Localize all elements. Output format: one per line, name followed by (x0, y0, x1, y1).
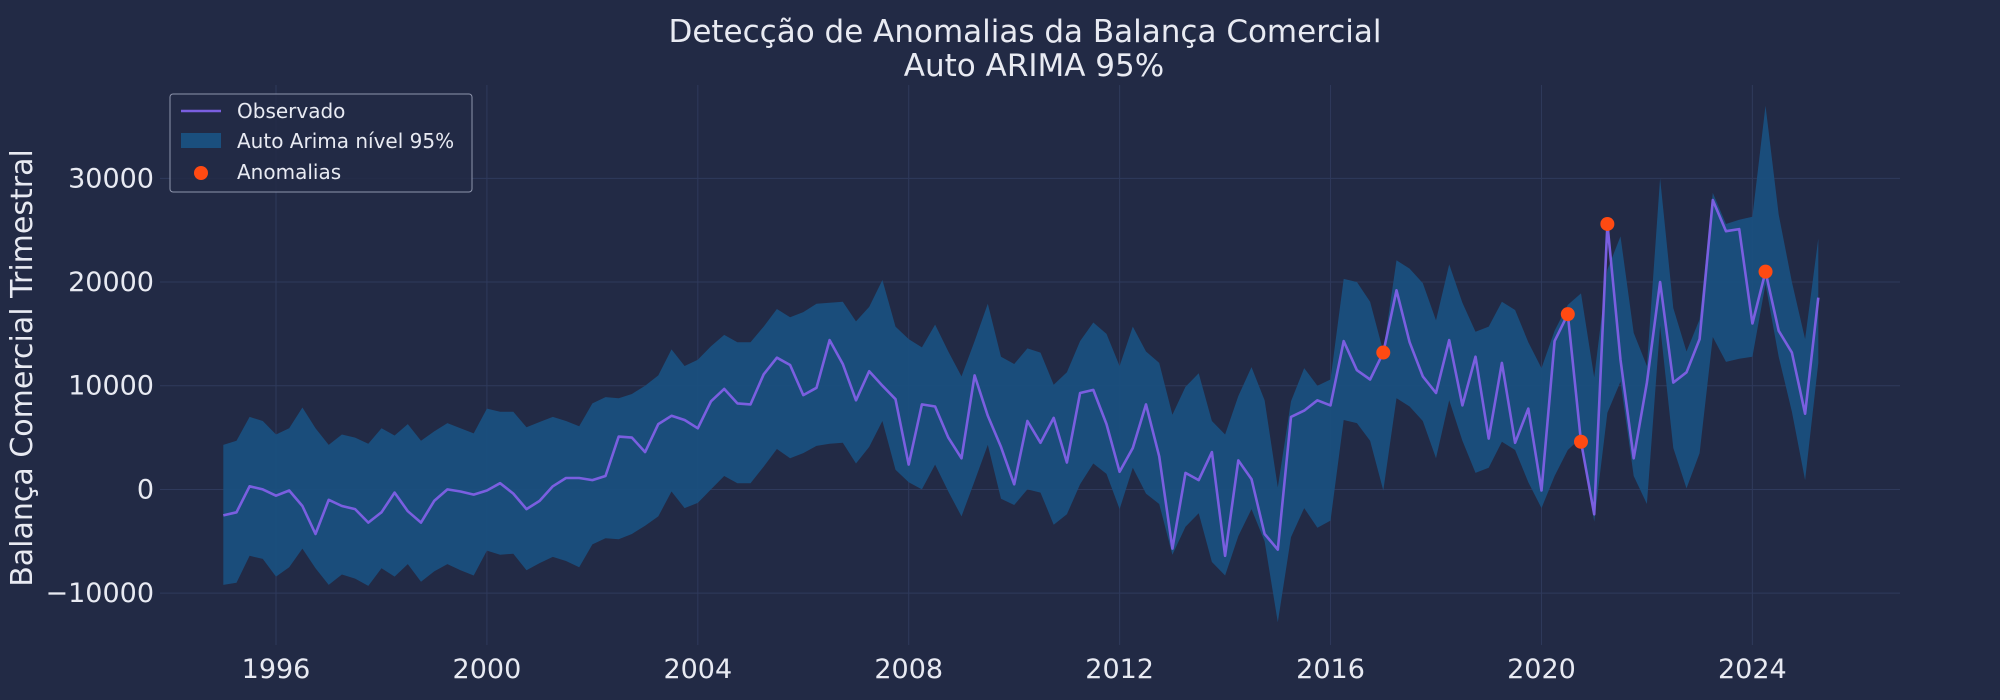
confidence-band-layer (223, 105, 1819, 623)
x-tick-label: 2004 (663, 654, 732, 685)
anomaly-point (1560, 307, 1575, 322)
y-tick-label: 10000 (68, 371, 154, 402)
legend-frame (169, 93, 473, 193)
y-axis-ticks: −10000 0 10000 20000 30000 (45, 163, 154, 609)
anomaly-point (1758, 264, 1773, 279)
y-tick-label: 20000 (68, 267, 154, 298)
x-tick-label: 2020 (1507, 654, 1576, 685)
legend: Observado Auto Arima nível 95% Anomalias (169, 93, 473, 193)
legend-label-band: Auto Arima nível 95% (237, 129, 454, 153)
anomaly-point (1574, 434, 1588, 449)
chart-subtitle: Auto ARIMA 95% (904, 48, 1164, 84)
confidence-band (223, 105, 1819, 623)
y-tick-label: 0 (137, 474, 154, 505)
anomaly-point (1376, 345, 1391, 360)
x-tick-label: 2008 (874, 654, 943, 685)
y-axis-label: Balança Comercial Trimestral (5, 149, 40, 587)
legend-anomaly-swatch (194, 166, 208, 180)
anomaly-points (1376, 216, 1773, 449)
y-tick-label: −10000 (45, 578, 154, 609)
legend-band-swatch (181, 133, 221, 148)
chart-title: Detecção de Anomalias da Balança Comerci… (668, 14, 1381, 50)
observed-line-layer (223, 198, 1820, 558)
x-tick-label: 2012 (1085, 654, 1154, 685)
x-tick-label: 2000 (453, 654, 522, 685)
observed-line (223, 198, 1820, 558)
legend-label-observed: Observado (237, 99, 345, 123)
x-axis-ticks: 1996 2000 2004 2008 2012 2016 2020 2024 (242, 654, 1787, 685)
anomaly-point (1600, 216, 1615, 231)
grid (160, 85, 1900, 645)
y-tick-label: 30000 (68, 163, 154, 194)
x-tick-label: 2016 (1296, 654, 1365, 685)
x-tick-label: 1996 (242, 654, 311, 685)
x-tick-label: 2024 (1718, 654, 1787, 685)
legend-label-anomalies: Anomalias (237, 160, 341, 184)
